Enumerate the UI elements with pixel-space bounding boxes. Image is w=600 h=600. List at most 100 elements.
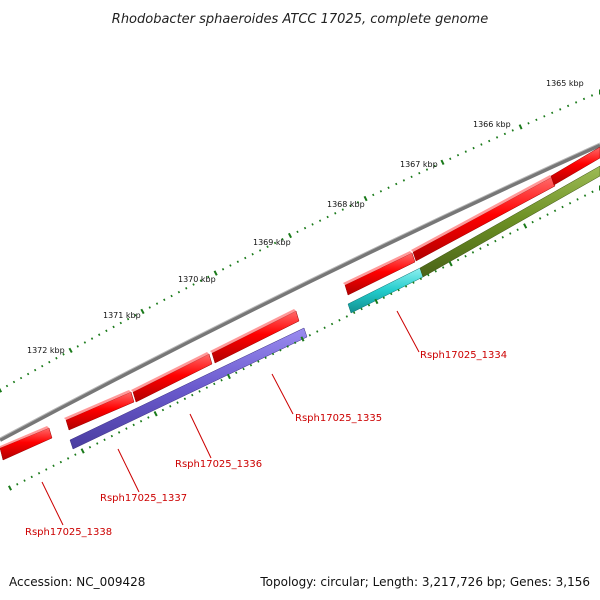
locus-label-1338[interactable]: Rsph17025_1338 bbox=[25, 527, 112, 538]
outer-scale-tick bbox=[0, 387, 3, 393]
inner-scale-tick bbox=[191, 393, 194, 397]
outer-scale-tick bbox=[236, 260, 240, 263]
outer-scale-tick bbox=[566, 104, 570, 108]
outer-scale-tick bbox=[480, 143, 483, 146]
gene-arrow-1338[interactable] bbox=[0, 426, 53, 461]
inner-scale-tick bbox=[161, 408, 165, 412]
inner-scale-tick bbox=[591, 190, 594, 194]
inner-scale-tick bbox=[338, 318, 341, 322]
inner-scale-tick bbox=[412, 281, 415, 284]
scale-ticks-inner bbox=[8, 185, 600, 491]
outer-scale-tick bbox=[551, 111, 554, 115]
inner-scale-tick bbox=[576, 198, 579, 201]
outer-scale-tick bbox=[527, 122, 530, 125]
outer-scale-tick bbox=[119, 321, 122, 325]
outer-scale-tick bbox=[273, 241, 277, 245]
outer-scale-tick bbox=[372, 193, 375, 197]
inner-scale-tick bbox=[516, 228, 519, 231]
outer-scale-tick bbox=[258, 249, 262, 252]
inner-scale-tick bbox=[147, 416, 150, 419]
outer-scale-tick bbox=[518, 124, 523, 130]
inner-scale-tick bbox=[390, 292, 393, 296]
scale-label-1365: 1365 kbp bbox=[546, 79, 584, 88]
genome-stats-text: Topology: circular; Length: 3,217,726 bp… bbox=[259, 575, 590, 589]
inner-scale-tick bbox=[16, 483, 19, 486]
inner-scale-tick bbox=[74, 453, 77, 456]
gene-arrow-1334[interactable] bbox=[343, 251, 416, 296]
inner-scale-tick bbox=[374, 298, 379, 305]
outer-scale-tick bbox=[582, 97, 586, 101]
locus-label-1334[interactable]: Rsph17025_1334 bbox=[420, 350, 507, 361]
inner-scale-tick bbox=[568, 201, 572, 205]
inner-scale-tick bbox=[316, 330, 319, 333]
outer-scale-tick bbox=[303, 226, 307, 230]
outer-scale-tick bbox=[281, 237, 284, 241]
inner-scale-tick bbox=[88, 445, 92, 449]
inner-scale-tick bbox=[226, 373, 231, 380]
inner-scale-tick bbox=[367, 303, 371, 307]
outer-scale-tick bbox=[363, 195, 368, 202]
inner-scale-tick bbox=[279, 349, 282, 352]
inner-scale-tick bbox=[213, 382, 216, 386]
inner-scale-tick bbox=[59, 460, 63, 464]
inner-scale-tick bbox=[353, 311, 356, 314]
outer-scale-tick bbox=[266, 245, 269, 248]
outer-scale-tick bbox=[464, 150, 467, 153]
inner-scale-tick bbox=[404, 285, 408, 288]
inner-scale-tick bbox=[8, 485, 12, 491]
outer-scale-tick bbox=[55, 356, 58, 360]
outer-scale-tick bbox=[425, 168, 429, 171]
outer-scale-tick bbox=[126, 317, 130, 321]
inner-scale-tick bbox=[300, 336, 305, 342]
inner-scale-tick bbox=[264, 356, 267, 359]
outer-scale-tick bbox=[590, 94, 594, 97]
inner-scale-tick bbox=[486, 243, 490, 247]
outer-scale-tick bbox=[543, 115, 546, 118]
outer-scale-tick bbox=[170, 294, 173, 298]
locus-label-1335[interactable]: Rsph17025_1335 bbox=[295, 413, 382, 424]
outer-scale-tick bbox=[511, 129, 514, 132]
scale-label-1367: 1367 kbp bbox=[400, 160, 438, 169]
leader-line-1334 bbox=[396, 310, 420, 353]
outer-scale-tick bbox=[433, 164, 436, 168]
outer-scale-tick bbox=[410, 175, 413, 179]
inner-scale-tick bbox=[30, 475, 33, 479]
inner-scale-tick bbox=[561, 205, 564, 209]
inner-scale-tick bbox=[464, 254, 467, 258]
outer-scale-tick bbox=[418, 171, 421, 175]
inner-scale-tick bbox=[360, 307, 363, 311]
scale-label-1370: 1370 kbp bbox=[178, 275, 216, 284]
outer-scale-tick bbox=[251, 252, 254, 256]
outer-scale-tick bbox=[207, 275, 210, 279]
inner-scale-tick bbox=[205, 386, 209, 389]
locus-label-1337[interactable]: Rsph17025_1337 bbox=[100, 493, 187, 504]
feature-bar-olive[interactable] bbox=[419, 165, 600, 278]
outer-scale-tick bbox=[503, 132, 507, 136]
gene-arrow-1335[interactable] bbox=[210, 309, 300, 364]
outer-scale-tick bbox=[213, 270, 218, 276]
genome-backbone bbox=[0, 143, 600, 442]
gene-arrow-1336[interactable] bbox=[131, 352, 213, 403]
leader-line-1336 bbox=[189, 413, 212, 459]
inner-scale-tick bbox=[96, 442, 99, 445]
scale-label-1372: 1372 kbp bbox=[27, 346, 65, 355]
inner-scale-tick bbox=[125, 427, 128, 430]
inner-scale-tick bbox=[523, 223, 528, 229]
inner-scale-tick bbox=[553, 209, 557, 213]
gene-arrow-forward-a[interactable] bbox=[411, 175, 556, 262]
inner-scale-tick bbox=[441, 266, 445, 269]
locus-label-1336[interactable]: Rsph17025_1336 bbox=[175, 459, 262, 470]
inner-scale-tick bbox=[293, 341, 297, 344]
gene-arrow-forward-b[interactable] bbox=[550, 146, 600, 186]
outer-scale-tick bbox=[402, 179, 406, 182]
outer-scale-tick bbox=[440, 159, 445, 166]
gene-arrow-1337[interactable] bbox=[64, 390, 135, 431]
inner-scale-tick bbox=[397, 288, 400, 292]
outer-scale-tick bbox=[5, 384, 9, 388]
inner-scale-tick bbox=[538, 217, 542, 220]
inner-scale-tick bbox=[456, 258, 460, 262]
feature-bar-purple[interactable] bbox=[69, 327, 308, 450]
outer-scale-tick bbox=[387, 186, 390, 189]
outer-scale-tick bbox=[148, 306, 151, 309]
